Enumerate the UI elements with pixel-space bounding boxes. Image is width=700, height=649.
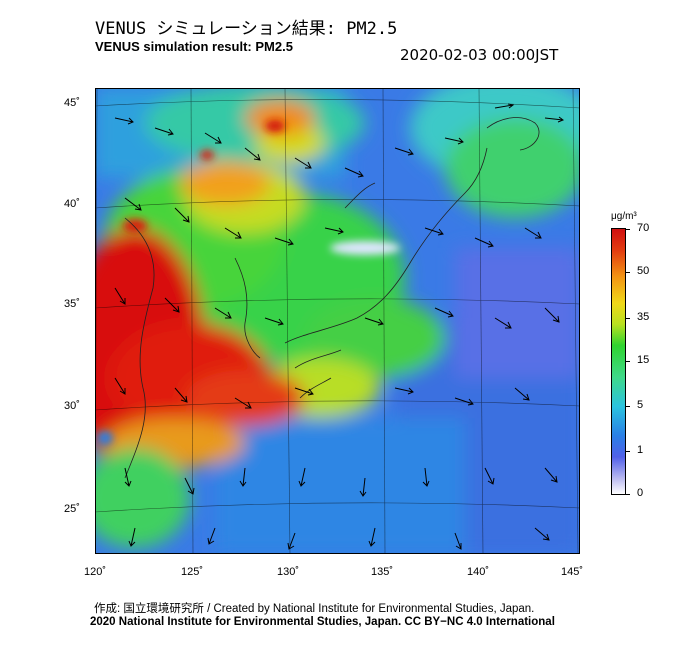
lon-label-125: 125˚ <box>181 566 204 578</box>
lon-label-135: 135˚ <box>371 566 394 578</box>
lon-label-130: 130˚ <box>277 566 300 578</box>
colorbar-tick-50: 50 <box>637 265 650 277</box>
colorbar-tick-70: 70 <box>637 222 650 234</box>
lat-label-25: 25˚ <box>64 503 80 515</box>
colorbar-tickmark <box>626 406 630 407</box>
title-japanese: VENUS シミュレーション結果: PM2.5 <box>95 19 398 39</box>
colorbar <box>611 228 626 495</box>
credit-text: 作成: 国立環境研究所 / Created by National Instit… <box>94 603 535 615</box>
coastlines <box>124 117 540 479</box>
timestamp: 2020-02-03 00:00JST <box>400 46 559 64</box>
hotspots <box>97 120 400 445</box>
concentration-field <box>95 88 580 554</box>
lon-label-120: 120˚ <box>84 566 107 578</box>
lat-label-35: 35˚ <box>64 298 80 310</box>
colorbar-tick-5: 5 <box>637 399 644 411</box>
colorbar-tick-35: 35 <box>637 311 650 323</box>
colorbar-tickmark <box>626 272 630 273</box>
colorbar-tickmark <box>626 451 630 452</box>
pm25-map <box>95 88 580 554</box>
map-border <box>95 88 580 554</box>
lon-label-145: 145˚ <box>561 566 584 578</box>
wind-vectors <box>114 103 565 550</box>
colorbar-tickmark <box>626 361 630 362</box>
title-english: VENUS simulation result: PM2.5 <box>95 39 293 54</box>
colorbar-tickmark <box>626 229 630 230</box>
colorbar-tickmark <box>626 494 630 495</box>
lat-label-45: 45˚ <box>64 97 80 109</box>
pm25-map-canvas <box>95 88 580 554</box>
colorbar-unit: μg/m³ <box>611 211 637 222</box>
lat-label-40: 40˚ <box>64 198 80 210</box>
colorbar-tick-15: 15 <box>637 354 650 366</box>
colorbar-tick-0: 0 <box>637 487 644 499</box>
colorbar-tickmark <box>626 318 630 319</box>
copyright-text: 2020 National Institute for Environmenta… <box>90 616 555 628</box>
lon-label-140: 140˚ <box>467 566 490 578</box>
lat-label-30: 30˚ <box>64 400 80 412</box>
colorbar-tick-1: 1 <box>637 444 644 456</box>
